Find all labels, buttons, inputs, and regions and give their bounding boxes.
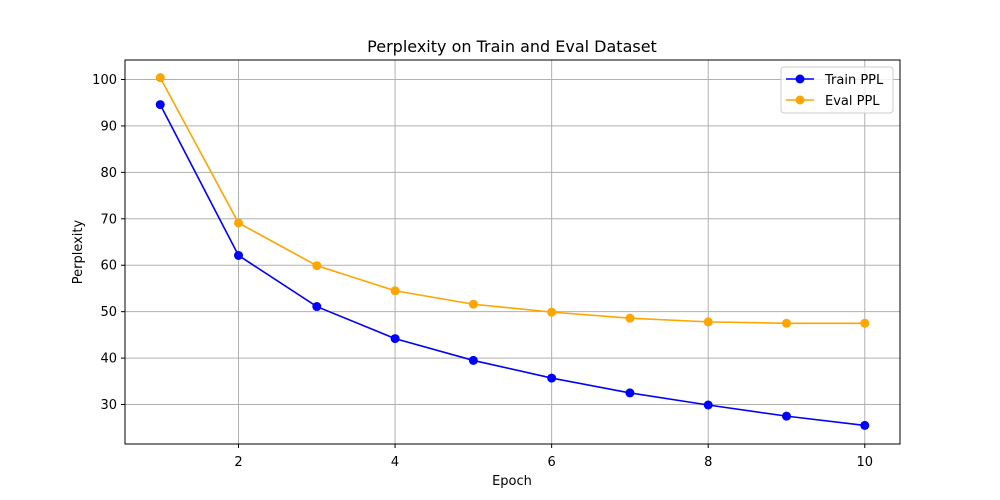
x-axis-ticks: 2 4 6 8 10	[234, 444, 873, 470]
y-tick-label: 60	[100, 259, 117, 274]
legend-eval-marker	[795, 95, 805, 105]
legend-eval-label: Eval PPL	[825, 94, 880, 109]
series-line-train-ppl	[159, 104, 865, 427]
data-point-train-ppl	[703, 400, 713, 410]
data-point-eval-ppl	[781, 318, 791, 328]
data-point-eval-ppl	[625, 313, 635, 323]
data-point-train-ppl	[547, 373, 557, 383]
data-point-eval-ppl	[312, 261, 322, 271]
grid	[125, 60, 900, 444]
y-axis-label: Perplexity	[71, 219, 86, 284]
y-axis-ticks: 30 40 50 60 70 80 90 100	[92, 73, 125, 413]
data-point-train-ppl	[468, 355, 478, 365]
data-point-eval-ppl	[390, 286, 400, 296]
series-lines	[159, 77, 865, 427]
series-line-eval-ppl	[159, 77, 865, 325]
y-tick-label: 100	[92, 73, 117, 88]
legend: Train PPL Eval PPL	[780, 66, 894, 114]
x-tick-label: 2	[234, 455, 242, 470]
y-tick-label: 70	[100, 212, 117, 227]
legend-train-label: Train PPL	[824, 73, 884, 88]
data-point-train-ppl	[860, 420, 870, 430]
data-point-train-ppl	[390, 334, 400, 344]
chart-title: Perplexity on Train and Eval Dataset	[367, 37, 657, 56]
data-point-eval-ppl	[155, 73, 165, 83]
x-tick-label: 6	[548, 455, 556, 470]
data-point-train-ppl	[625, 388, 635, 398]
data-point-eval-ppl	[234, 218, 244, 228]
y-tick-label: 50	[100, 305, 117, 320]
y-tick-label: 30	[100, 398, 117, 413]
y-tick-label: 40	[100, 352, 117, 367]
data-point-eval-ppl	[860, 318, 870, 328]
data-point-train-ppl	[312, 302, 322, 312]
x-tick-label: 8	[704, 455, 712, 470]
x-tick-label: 10	[856, 455, 873, 470]
data-point-train-ppl	[155, 100, 165, 110]
data-point-train-ppl	[781, 411, 791, 421]
data-point-eval-ppl	[547, 307, 557, 317]
y-tick-label: 90	[100, 119, 117, 134]
data-point-train-ppl	[234, 250, 244, 260]
plot-frame	[124, 59, 901, 445]
data-point-eval-ppl	[468, 299, 478, 309]
y-tick-label: 80	[100, 166, 117, 181]
data-points	[155, 73, 870, 430]
x-axis-label: Epoch	[492, 474, 532, 489]
legend-train-marker	[795, 74, 805, 84]
data-point-eval-ppl	[703, 317, 713, 327]
x-tick-label: 4	[391, 455, 399, 470]
